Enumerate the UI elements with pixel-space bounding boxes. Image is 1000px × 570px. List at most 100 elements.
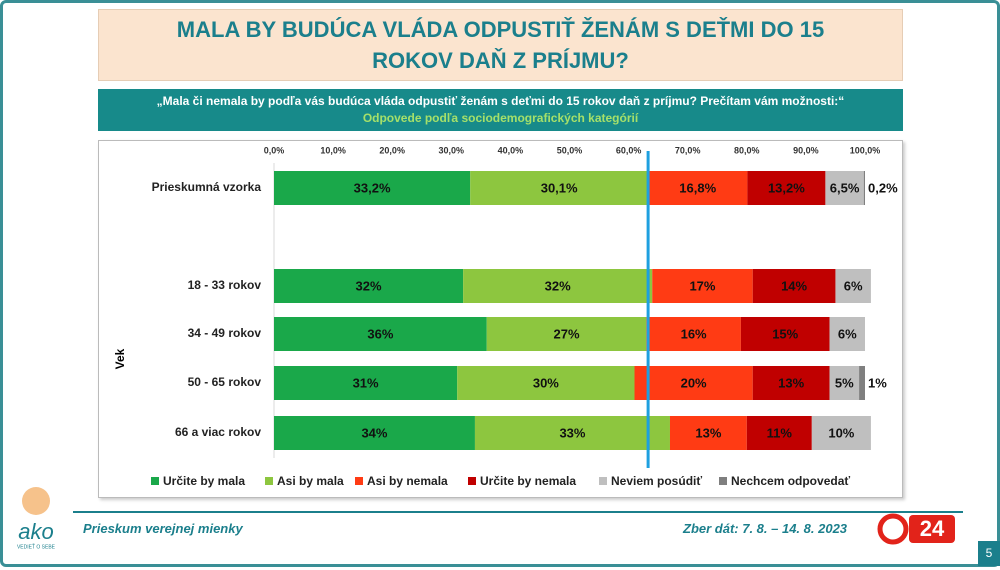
ako-logo: ako VEDIEŤ O SEBE	[17, 487, 56, 550]
group-label: Vek	[113, 348, 127, 369]
legend-swatch	[468, 477, 476, 485]
bar-segment	[274, 416, 475, 450]
x-tick-label: 20,0%	[379, 145, 405, 155]
value-label: 6%	[844, 278, 863, 293]
bar-segment	[747, 171, 826, 205]
logo-ring	[877, 513, 909, 545]
value-label: 33,2%	[354, 180, 391, 195]
footer-line	[73, 511, 963, 513]
value-label: 33%	[559, 425, 585, 440]
bar-segment	[829, 317, 865, 351]
category-label: 18 - 33 rokov	[188, 278, 262, 292]
value-label: 15%	[772, 326, 798, 341]
value-label: 16%	[681, 326, 707, 341]
value-label: 5%	[835, 375, 854, 390]
category-label: Prieskumná vzorka	[152, 180, 262, 194]
value-label: 31%	[353, 375, 379, 390]
x-tick-label: 10,0%	[320, 145, 346, 155]
value-label: 20%	[681, 375, 707, 390]
logo-head	[22, 487, 50, 515]
bar-segment	[652, 269, 753, 303]
value-label: 1%	[868, 375, 887, 390]
legend-label: Určite by nemala	[480, 474, 576, 488]
value-label: 34%	[361, 425, 387, 440]
legend-label: Nechcem odpovedať	[731, 474, 850, 488]
bar-segment	[274, 269, 464, 303]
category-label: 66 a viac rokov	[175, 425, 261, 439]
chart-frame	[98, 140, 903, 498]
x-tick-label: 90,0%	[793, 145, 819, 155]
bar-segment	[825, 171, 864, 205]
logo-mark: 24	[920, 516, 945, 541]
bar-segment	[646, 317, 741, 351]
value-label: 11%	[767, 425, 793, 440]
category-label: 34 - 49 rokov	[188, 326, 262, 340]
bar-segment	[859, 366, 865, 400]
legend-swatch	[355, 477, 363, 485]
logo-tagline: VEDIEŤ O SEBE	[17, 542, 56, 550]
bar-segment	[752, 366, 830, 400]
bar-segment	[463, 269, 653, 303]
slide-title: MALA BY BUDÚCA VLÁDA ODPUSTIŤ ŽENÁM S DE…	[98, 9, 903, 81]
legend-swatch	[151, 477, 159, 485]
bar-segment	[648, 171, 748, 205]
bar-segment	[811, 416, 871, 450]
category-label: 50 - 65 rokov	[188, 375, 262, 389]
value-label: 32%	[545, 278, 571, 293]
value-label: 17%	[689, 278, 715, 293]
bar-segment	[835, 269, 871, 303]
tv-logo: 24	[877, 513, 955, 545]
value-label: 27%	[554, 326, 580, 341]
bar-segment	[274, 171, 471, 205]
value-label: 32%	[356, 278, 382, 293]
dates-label: Zber dát: 7. 8. – 14. 8. 2023	[683, 521, 848, 536]
legend-swatch	[719, 477, 727, 485]
x-tick-label: 0,0%	[264, 145, 285, 155]
bar-segment	[634, 366, 753, 400]
value-label: 13,2%	[768, 180, 805, 195]
bar-segment	[740, 317, 830, 351]
value-label: 14%	[781, 278, 807, 293]
x-tick-label: 80,0%	[734, 145, 760, 155]
value-label: 16,8%	[679, 180, 716, 195]
legend-label: Určite by mala	[163, 474, 245, 488]
bar-segment	[474, 416, 670, 450]
legend-label: Neviem posúdiť	[611, 474, 702, 488]
value-label: 13%	[778, 375, 804, 390]
value-label: 13%	[695, 425, 721, 440]
bar-segment	[274, 317, 487, 351]
logo-box	[909, 515, 955, 543]
x-tick-label: 50,0%	[557, 145, 583, 155]
value-label: 6,5%	[830, 180, 860, 195]
bar-segment	[470, 171, 649, 205]
question: „Mala či nemala by podľa vás budúca vlád…	[156, 94, 845, 108]
value-label: 36%	[367, 326, 393, 341]
legend-swatch	[265, 477, 273, 485]
value-label: 10%	[828, 425, 854, 440]
bar-segment	[863, 171, 865, 205]
x-tick-label: 60,0%	[616, 145, 642, 155]
x-tick-label: 30,0%	[439, 145, 465, 155]
value-label: 0,2%	[868, 180, 898, 195]
bar-segment	[746, 416, 812, 450]
chart: 0,0% 10,0% 20,0% 30,0% 40,0% 50,0% 60,0% 70,0% 8…	[113, 145, 898, 488]
bar-segment	[669, 416, 747, 450]
legend-swatch	[599, 477, 607, 485]
bar-segment	[829, 366, 860, 400]
x-tick-label: 70,0%	[675, 145, 701, 155]
bar-segment	[457, 366, 635, 400]
page-number: 5	[978, 541, 1000, 566]
logo-text: ako	[18, 519, 53, 544]
legend-label: Asi by mala	[277, 474, 344, 488]
legend-label: Asi by nemala	[367, 474, 448, 488]
bar-segment	[274, 366, 458, 400]
value-label: 30%	[533, 375, 559, 390]
x-tick-label: 100,0%	[850, 145, 881, 155]
bar-segment	[752, 269, 836, 303]
value-label: 6%	[838, 326, 857, 341]
question-box: „Mala či nemala by podľa vás budúca vlád…	[98, 89, 903, 131]
survey-label: Prieskum verejnej mienky	[83, 521, 243, 536]
x-tick-label: 40,0%	[498, 145, 524, 155]
bar-segment	[486, 317, 647, 351]
